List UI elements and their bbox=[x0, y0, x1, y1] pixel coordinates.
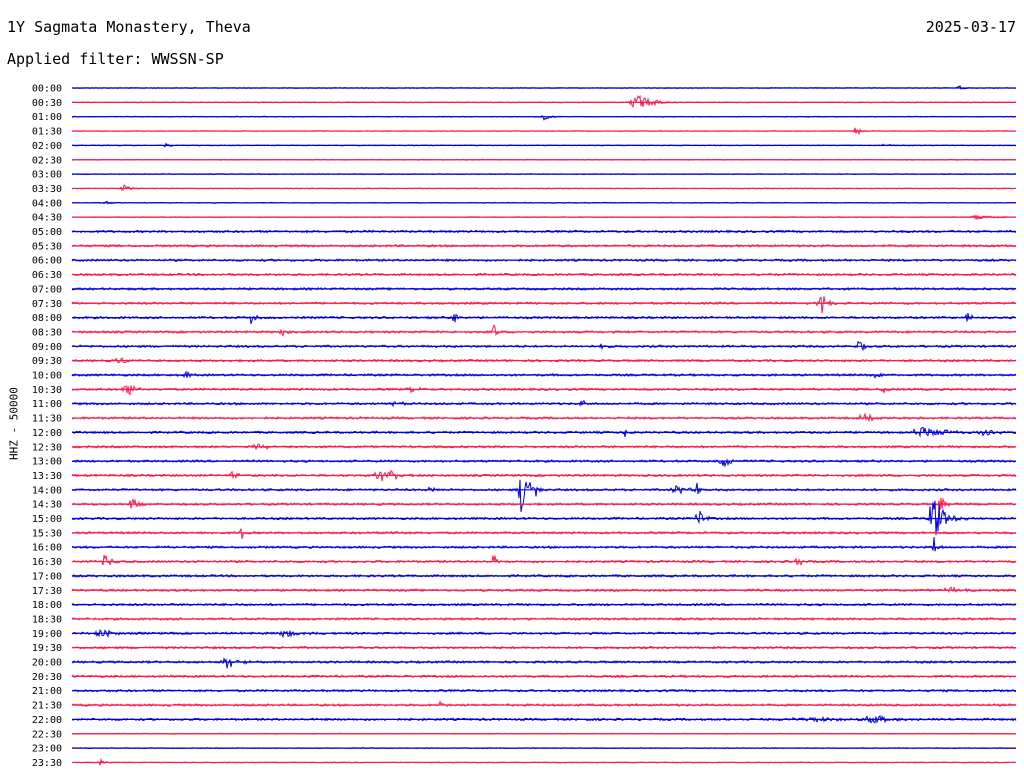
row-label: 01:30 bbox=[32, 127, 62, 138]
row-label: 09:30 bbox=[32, 356, 62, 367]
row-label: 05:30 bbox=[32, 241, 62, 252]
row-label: 05:00 bbox=[32, 227, 62, 238]
trace-1600 bbox=[71, 536, 1017, 552]
row-label: 20:00 bbox=[32, 658, 62, 669]
trace-0330 bbox=[71, 184, 1017, 191]
row-label: 22:30 bbox=[32, 729, 62, 740]
trace-1630 bbox=[71, 554, 1017, 567]
trace-1130 bbox=[71, 412, 1017, 423]
row-label: 03:30 bbox=[32, 184, 62, 195]
row-label: 13:00 bbox=[32, 457, 62, 468]
row-label: 11:00 bbox=[32, 399, 62, 410]
row-label: 08:30 bbox=[32, 327, 62, 338]
row-label: 19:00 bbox=[32, 629, 62, 640]
row-label: 12:00 bbox=[32, 428, 62, 439]
row-label: 10:00 bbox=[32, 371, 62, 382]
trace-1530 bbox=[71, 528, 1017, 539]
row-label: 13:30 bbox=[32, 471, 62, 482]
row-label: 18:30 bbox=[32, 614, 62, 625]
row-label: 06:00 bbox=[32, 256, 62, 267]
row-label: 17:30 bbox=[32, 586, 62, 597]
row-label: 21:00 bbox=[32, 686, 62, 697]
row-label: 00:00 bbox=[32, 84, 62, 95]
row-label: 09:00 bbox=[32, 342, 62, 353]
row-label: 04:00 bbox=[32, 198, 62, 209]
row-label: 19:30 bbox=[32, 643, 62, 654]
trace-0030 bbox=[71, 94, 1017, 108]
row-label: 16:00 bbox=[32, 543, 62, 554]
row-label: 03:00 bbox=[32, 170, 62, 181]
row-label: 12:30 bbox=[32, 442, 62, 453]
trace-0730 bbox=[71, 296, 1017, 314]
row-label: 15:30 bbox=[32, 528, 62, 539]
row-label: 21:30 bbox=[32, 701, 62, 712]
row-label: 08:00 bbox=[32, 313, 62, 324]
trace-2000 bbox=[71, 657, 1017, 669]
row-label: 22:00 bbox=[32, 715, 62, 726]
filter-label: Applied filter: WWSSN-SP bbox=[7, 50, 224, 68]
trace-0800 bbox=[71, 312, 1017, 325]
row-label: 04:30 bbox=[32, 213, 62, 224]
row-label: 07:00 bbox=[32, 284, 62, 295]
date-label: 2025-03-17 bbox=[925, 18, 1016, 36]
station-title: 1Y Sagmata Monastery, Theva bbox=[7, 18, 251, 36]
row-label: 18:00 bbox=[32, 600, 62, 611]
trace-0830 bbox=[71, 323, 1017, 337]
row-label: 17:00 bbox=[32, 571, 62, 582]
row-label: 06:30 bbox=[32, 270, 62, 281]
row-label: 15:00 bbox=[32, 514, 62, 525]
row-label: 20:30 bbox=[32, 672, 62, 683]
row-label: 02:30 bbox=[32, 155, 62, 166]
row-label: 14:30 bbox=[32, 500, 62, 511]
row-label: 01:00 bbox=[32, 112, 62, 123]
row-label: 16:30 bbox=[32, 557, 62, 568]
trace-1730 bbox=[71, 585, 1017, 594]
row-label: 07:30 bbox=[32, 299, 62, 310]
row-label: 23:00 bbox=[32, 744, 62, 755]
row-label: 23:30 bbox=[32, 758, 62, 769]
trace-1400 bbox=[71, 479, 1017, 513]
row-label: 14:00 bbox=[32, 485, 62, 496]
row-label: 02:00 bbox=[32, 141, 62, 152]
row-label: 10:30 bbox=[32, 385, 62, 396]
row-label: 11:30 bbox=[32, 414, 62, 425]
row-label: 00:30 bbox=[32, 98, 62, 109]
